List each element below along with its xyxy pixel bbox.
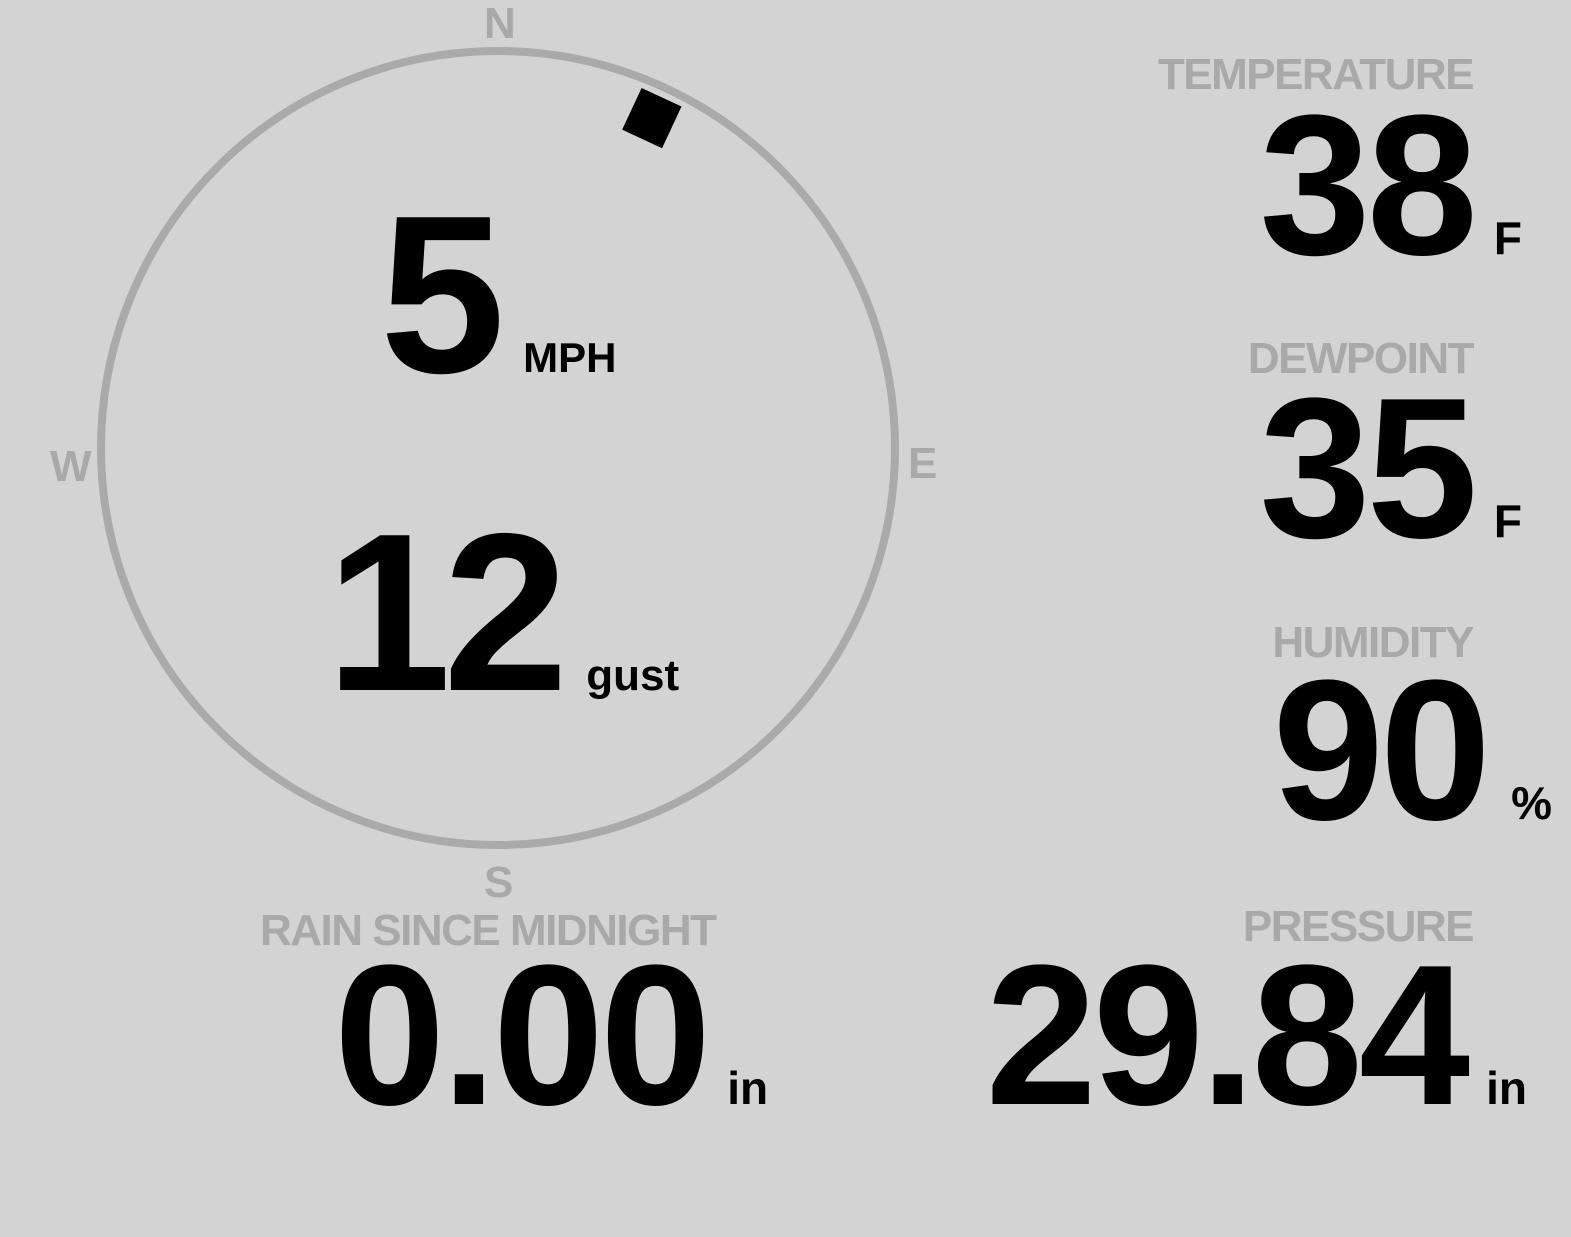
wind-gust-value: 12 (326, 486, 568, 738)
pressure-value: 29.84 (985, 924, 1470, 1147)
compass-ring (97, 47, 899, 849)
dewpoint-label: DEWPOINT (1247, 334, 1475, 383)
wind-speed: 5 MPH (380, 182, 616, 407)
pressure-label: PRESSURE (1242, 902, 1475, 951)
compass-west-label: W (50, 442, 92, 491)
temperature-label: TEMPERATURE (1157, 50, 1475, 99)
dewpoint-value: 35 (1259, 357, 1477, 580)
temperature-reading: 38 F (1259, 86, 1522, 286)
dewpoint-reading: 35 F (1259, 369, 1522, 569)
compass-south-label: S (484, 858, 514, 907)
wind-speed-value: 5 (380, 168, 505, 420)
wind-direction-marker-group (622, 87, 682, 149)
wind-gust-unit: gust (586, 651, 680, 700)
rain-reading: 0.00 in (334, 936, 768, 1136)
wind-direction-marker (622, 87, 682, 149)
pressure-reading: 29.84 in (986, 936, 1527, 1136)
dewpoint-unit: F (1493, 495, 1522, 547)
rain-value: 0.00 (334, 924, 711, 1147)
compass-north-label: N (484, 0, 516, 48)
humidity-unit: % (1511, 777, 1552, 829)
temperature-unit: F (1493, 212, 1522, 264)
rain-label: RAIN SINCE MIDNIGHT (260, 906, 717, 955)
temperature-value: 38 (1259, 74, 1477, 297)
humidity-value: 90 (1272, 639, 1491, 862)
humidity-label: HUMIDITY (1272, 618, 1474, 667)
pressure-unit: in (1486, 1062, 1527, 1114)
rain-unit: in (727, 1062, 769, 1114)
wind-speed-unit: MPH (523, 334, 617, 381)
compass-east-label: E (908, 439, 938, 488)
humidity-reading: 90 % (1273, 651, 1552, 851)
wind-gust: 12 gust (326, 500, 679, 725)
